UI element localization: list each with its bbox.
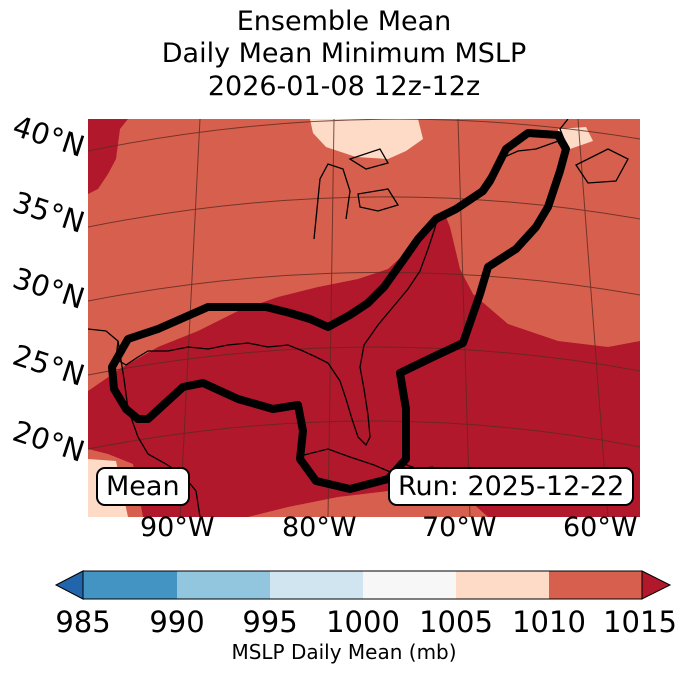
nova-scotia xyxy=(575,148,629,184)
lat-label-20n: 20°N xyxy=(8,413,89,469)
parallel-20n xyxy=(88,420,640,450)
gulf-coast-mexico xyxy=(117,340,201,517)
colorbar-tick-1010: 1010 xyxy=(512,605,586,639)
meridian-70w xyxy=(457,119,471,517)
field-1005-1010-north xyxy=(310,119,423,159)
colorbar-tick-1005: 1005 xyxy=(419,605,493,639)
run-box: Run: 2025-12-22 xyxy=(388,467,635,506)
lat-label-35n: 35°N xyxy=(8,184,89,240)
colorbar-segment-995-1000 xyxy=(270,571,363,599)
meridian-60w xyxy=(577,119,609,517)
parallel-25n xyxy=(88,346,640,376)
colorbar-segment-1010-1015 xyxy=(549,571,642,599)
parallel-40n xyxy=(88,119,640,152)
lon-label-70w: 70°W xyxy=(422,512,497,543)
colorbar-tick-1015: 1015 xyxy=(603,605,677,639)
title-line-1: Ensemble Mean xyxy=(236,6,452,37)
lat-label-40n: 40°N xyxy=(8,108,89,164)
lake-erie xyxy=(357,188,400,212)
colorbar-segment-985-990 xyxy=(83,571,177,599)
colorbar-segment-1000-1005 xyxy=(363,571,456,599)
title-line-3: 2026-01-08 12z-12z xyxy=(207,71,481,102)
lat-label-30n: 30°N xyxy=(8,260,89,316)
ensemble-contour xyxy=(108,129,570,493)
mean-box: Mean xyxy=(96,467,190,506)
colorbar-tick-995: 995 xyxy=(242,605,298,639)
parallel-30n xyxy=(88,271,640,302)
graticule xyxy=(88,119,640,517)
colorbar-segment-1005-1010 xyxy=(456,571,549,599)
colorbar-tick-985: 985 xyxy=(55,605,111,639)
lon-label-60w: 60°W xyxy=(563,512,638,543)
lat-label-25n: 25°N xyxy=(8,337,89,393)
title-line-2: Daily Mean Minimum MSLP xyxy=(161,38,527,69)
colorbar-tick-1000: 1000 xyxy=(326,605,400,639)
parallel-35n xyxy=(88,196,640,228)
colorbar-extend-low xyxy=(54,570,84,600)
colorbar-label: MSLP Daily Mean (mb) xyxy=(231,640,457,664)
field-1015-plus-northwest xyxy=(88,119,128,194)
meridian-80w xyxy=(327,119,335,517)
lake-michigan xyxy=(313,163,351,240)
colorbar-segment-990-995 xyxy=(177,571,270,599)
colorbar-extend-high xyxy=(641,570,672,600)
colorbar-outline xyxy=(82,570,643,600)
pressure-map xyxy=(88,119,640,517)
lake-huron xyxy=(348,148,389,170)
lon-label-90w: 90°W xyxy=(140,512,215,543)
lon-label-80w: 80°W xyxy=(282,512,357,543)
colorbar-tick-990: 990 xyxy=(149,605,205,639)
field-1015-plus-main xyxy=(88,214,640,517)
colorbar xyxy=(54,570,672,600)
